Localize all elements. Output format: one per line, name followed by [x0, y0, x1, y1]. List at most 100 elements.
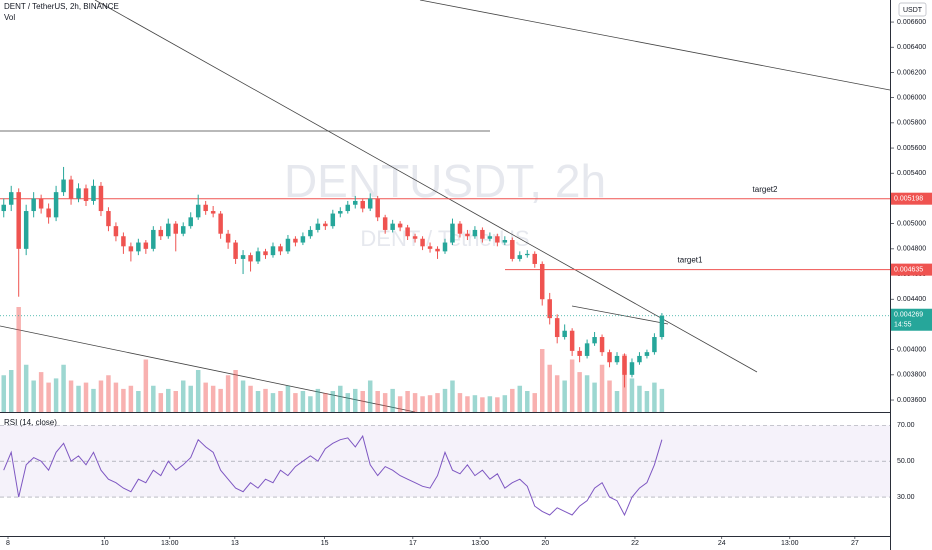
volume-bar	[143, 359, 149, 412]
volume-bar	[91, 388, 96, 412]
volume-bar	[38, 372, 44, 412]
candle-body	[1, 204, 6, 212]
candle-body	[510, 240, 515, 259]
volume-bar	[255, 391, 261, 412]
candle-body	[502, 240, 508, 243]
candle-body	[607, 352, 612, 363]
volume-bar	[338, 385, 343, 412]
volume-bar	[83, 382, 89, 412]
y-tick-label: 0.004800	[897, 246, 926, 253]
volume-bar	[382, 393, 388, 412]
volume-bar	[323, 393, 328, 412]
candle-body	[68, 179, 74, 199]
rsi-line	[3, 434, 663, 517]
candle-body	[225, 233, 231, 243]
candle-body	[480, 229, 485, 239]
volume-bar	[16, 307, 21, 412]
volume-bar	[599, 364, 605, 412]
y-tick-label: 0.004400	[897, 296, 926, 303]
volume-bar	[450, 380, 455, 412]
candle-body	[360, 200, 365, 209]
level-price-box	[891, 263, 932, 276]
candle-body	[248, 255, 253, 262]
currency-badge[interactable]	[898, 2, 927, 17]
candle-body	[450, 223, 455, 243]
volume-bar	[532, 393, 537, 412]
candle-body	[592, 337, 597, 344]
y-tick-label: 0.003800	[897, 372, 926, 379]
candle-body	[614, 355, 620, 363]
candle-body	[547, 299, 552, 319]
volume-bar	[480, 397, 485, 412]
volume-bar	[465, 396, 470, 412]
candle-body	[121, 236, 126, 247]
candle-body	[465, 233, 470, 237]
volume-bar	[61, 364, 66, 412]
candle-body	[106, 211, 111, 227]
x-tick-label: 24	[718, 540, 726, 547]
candle-body	[584, 343, 590, 356]
volume-bar	[637, 385, 642, 412]
volume-bar	[427, 395, 433, 412]
candle-body	[293, 238, 298, 243]
volume-bar	[517, 385, 523, 412]
volume-bar	[76, 385, 81, 412]
volume-bar	[31, 380, 36, 412]
candle-body	[345, 204, 351, 212]
rsi-tick-label: 70.00	[897, 422, 915, 429]
watermark: DENTUSDT, 2h	[284, 155, 606, 207]
candle-body	[420, 238, 425, 247]
volume-bar	[293, 393, 298, 412]
volume-bar	[210, 385, 216, 412]
last-price-box	[891, 308, 932, 331]
volume-bar	[46, 382, 51, 412]
volume-bar	[1, 375, 6, 412]
volume-bar	[525, 391, 530, 412]
volume-bar	[569, 359, 575, 412]
candle-body	[457, 223, 463, 234]
volume-bar	[203, 382, 208, 412]
volume-bar	[375, 391, 380, 412]
rsi-tick-label: 30.00	[897, 494, 915, 501]
level-price: 0.004635	[894, 266, 923, 273]
volume-bar	[136, 391, 141, 412]
volume-bar	[151, 385, 156, 412]
candle-body	[61, 179, 66, 193]
volume-bar	[308, 396, 313, 412]
x-tick-label: 22	[631, 540, 639, 547]
candle-body	[532, 253, 537, 264]
volume-bar	[68, 380, 74, 412]
candle-body	[427, 246, 433, 249]
volume-bar	[435, 393, 440, 412]
volume-bar	[420, 396, 425, 412]
candle-body	[637, 355, 642, 363]
currency[interactable]: USDT	[903, 7, 923, 14]
y-tick-label: 0.005400	[897, 170, 926, 177]
x-tick-label: 13:00	[781, 540, 799, 547]
x-tick-label: 17	[409, 540, 417, 547]
candle-body	[136, 242, 141, 252]
candle-body	[338, 211, 343, 214]
volume-bar	[554, 375, 560, 412]
volume-bar	[315, 388, 321, 412]
y-tick-label: 0.005800	[897, 120, 926, 127]
candle-body	[53, 192, 59, 218]
candle-body	[622, 355, 627, 375]
x-tick-label: 8	[6, 540, 10, 547]
candle-body	[569, 330, 575, 351]
candle-body	[539, 263, 545, 300]
volume-bar	[562, 380, 567, 412]
candle-body	[98, 185, 104, 212]
candle-body	[644, 352, 650, 356]
candle-body	[435, 248, 440, 252]
candle-body	[113, 226, 119, 237]
volume-bar	[180, 380, 186, 412]
candle-body	[375, 198, 380, 218]
candle-body	[195, 204, 201, 218]
rsi-tick-label: 50.00	[897, 458, 915, 465]
volume-bar	[472, 395, 478, 412]
candle-body	[562, 330, 567, 338]
volume-bar	[270, 393, 276, 412]
volume-bar	[345, 393, 351, 412]
